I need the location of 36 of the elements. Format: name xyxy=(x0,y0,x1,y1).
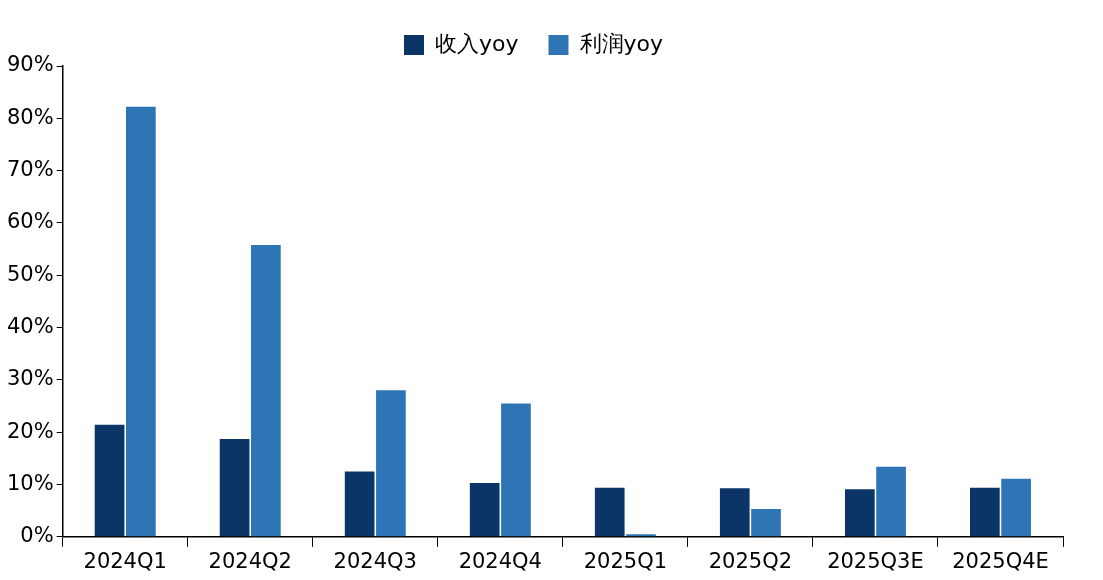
x-tick-label: 2024Q1 xyxy=(83,548,167,573)
bar xyxy=(1001,478,1031,537)
bar xyxy=(376,390,406,537)
x-tick-label: 2025Q2 xyxy=(708,548,793,573)
legend-label: 利润yoy xyxy=(579,30,663,56)
y-tick-label: 50% xyxy=(6,261,54,286)
bar xyxy=(844,489,875,537)
legend-label: 收入yoy xyxy=(435,30,519,56)
y-tick-label: 40% xyxy=(6,314,54,339)
bar xyxy=(94,424,125,537)
y-tick-label: 80% xyxy=(6,104,54,129)
bar xyxy=(594,487,625,537)
x-tick-label: 2025Q1 xyxy=(583,548,668,573)
bar xyxy=(751,509,781,537)
y-tick-label: 90% xyxy=(6,52,54,77)
bar xyxy=(501,403,531,537)
bar xyxy=(970,487,1000,537)
x-tick-label: 2024Q4 xyxy=(458,548,542,573)
bar xyxy=(719,488,750,537)
bar xyxy=(125,106,156,537)
y-tick-label: 20% xyxy=(6,418,54,443)
bar xyxy=(626,534,656,537)
y-tick-label: 70% xyxy=(6,157,54,182)
y-tick-label: 60% xyxy=(6,209,54,234)
x-tick-label: 2025Q4E xyxy=(952,548,1049,573)
y-tick-label: 0% xyxy=(20,523,54,548)
bar xyxy=(469,482,500,537)
y-tick-label: 30% xyxy=(6,366,54,391)
bar xyxy=(219,438,250,537)
x-tick-label: 2025Q3E xyxy=(827,548,924,573)
bar xyxy=(344,471,375,537)
bar xyxy=(251,244,281,537)
bar xyxy=(876,466,906,537)
x-tick-label: 2024Q3 xyxy=(333,548,417,573)
y-tick-label: 10% xyxy=(6,470,54,495)
x-tick-label: 2024Q2 xyxy=(208,548,292,573)
